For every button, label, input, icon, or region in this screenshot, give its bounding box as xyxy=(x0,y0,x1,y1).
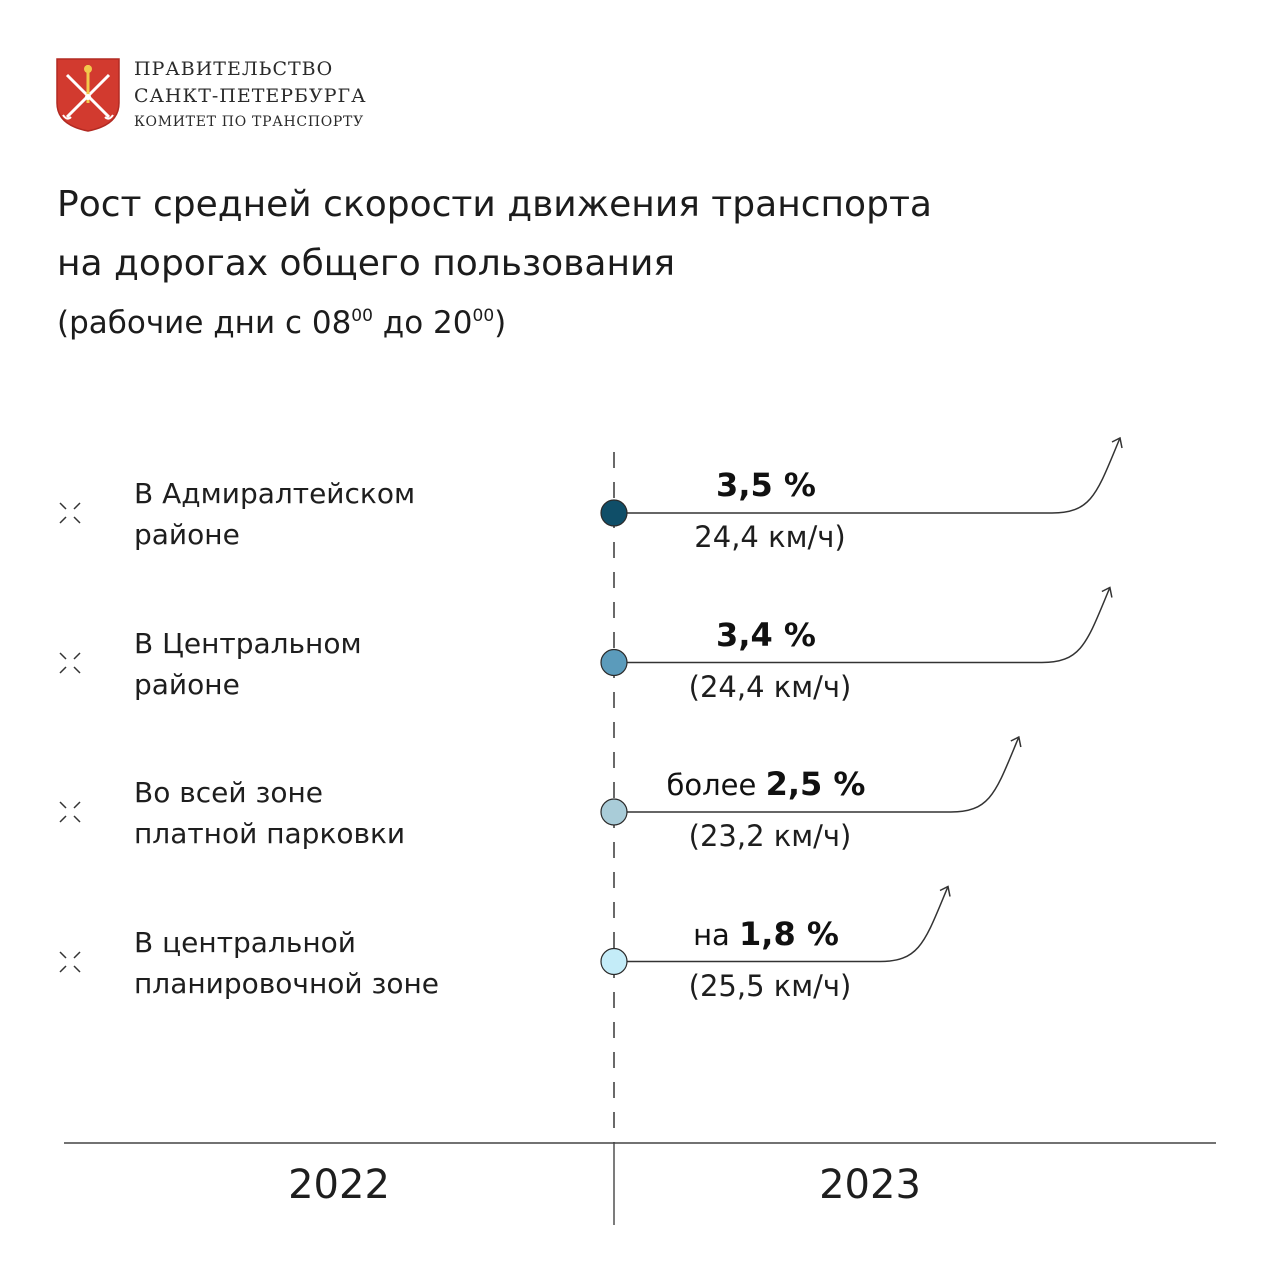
subtitle-text: ) xyxy=(494,305,507,341)
data-point-3 xyxy=(600,798,628,826)
value-prefix: более xyxy=(666,768,766,802)
value-percent: 3,5 % xyxy=(716,466,816,504)
x-tick-label-2023: 2023 xyxy=(819,1162,921,1208)
arrowhead-1 xyxy=(1111,436,1123,449)
data-point-4 xyxy=(600,947,628,976)
category-label-line-2: районе xyxy=(134,518,240,551)
subtitle-text: до 20 xyxy=(372,305,473,341)
category-label-line-1: В Адмиралтейском xyxy=(134,477,416,510)
value-label-3: более 2,5 % xyxy=(616,765,916,803)
value-percent: 2,5 % xyxy=(765,765,866,803)
growth-line-3 xyxy=(614,736,1020,813)
spb-coat-of-arms-icon xyxy=(56,58,120,132)
org-name-line-1: ПРАВИТЕЛЬСТВО xyxy=(134,58,334,80)
category-label-line-1: В центральной xyxy=(134,925,356,959)
category-label-2: В Центральном районе xyxy=(134,623,362,705)
data-point-1 xyxy=(600,499,628,527)
chart-title-line-2: на дорогах общего пользования xyxy=(57,243,676,284)
chart-subtitle: (рабочие дни с 0800 до 2000) xyxy=(57,305,506,341)
org-name-line-2: САНКТ-ПЕТЕРБУРГА xyxy=(134,85,367,107)
value-label-4: на 1,8 % xyxy=(616,915,916,953)
bullet-cross-icon xyxy=(59,502,81,524)
arrowhead-2 xyxy=(1101,586,1113,598)
subtitle-text: (рабочие дни с 08 xyxy=(57,305,352,341)
bullet-cross-icon xyxy=(59,651,81,674)
growth-line-1 xyxy=(614,437,1121,514)
category-label-line-2: платной парковки xyxy=(134,817,406,850)
subtitle-superscript: 00 xyxy=(351,306,373,326)
category-label-1: В Адмиралтейском районе xyxy=(134,473,415,555)
value-label-1: 3,5 % xyxy=(616,466,916,504)
x-tick-label-2022: 2022 xyxy=(288,1162,390,1208)
value-prefix: на xyxy=(693,917,740,952)
growth-line-4 xyxy=(614,886,949,963)
value-percent: 3,4 % xyxy=(716,615,816,654)
speed-label-1: 24,4 км/ч) xyxy=(694,520,846,554)
speed-label-2: (24,4 км/ч) xyxy=(688,669,852,704)
category-label-line-2: районе xyxy=(134,667,240,701)
growth-line-2 xyxy=(614,587,1111,664)
category-label-line-1: В Центральном xyxy=(134,626,362,660)
category-label-4: В центральной планировочной зоне xyxy=(134,922,439,1004)
value-percent: 1,8 % xyxy=(739,914,839,953)
category-label-line-1: Во всей зоне xyxy=(134,776,324,809)
value-label-2: 3,4 % xyxy=(616,616,916,654)
arrowhead-4 xyxy=(939,885,951,897)
category-label-3: Во всей зоне платной парковки xyxy=(134,772,405,854)
committee-name: КОМИТЕТ ПО ТРАНСПОРТУ xyxy=(134,114,364,130)
speed-label-4: (25,5 км/ч) xyxy=(688,968,852,1003)
chart-title-line-1: Рост средней скорости движения транспорт… xyxy=(57,184,932,225)
category-label-line-2: планировочной зоне xyxy=(134,966,440,1000)
subtitle-superscript: 00 xyxy=(472,306,495,326)
bullet-cross-icon xyxy=(59,801,81,823)
speed-label-3: (23,2 км/ч) xyxy=(688,819,852,853)
bullet-cross-icon xyxy=(59,950,81,973)
arrowhead-3 xyxy=(1010,735,1022,748)
data-point-2 xyxy=(600,648,628,677)
